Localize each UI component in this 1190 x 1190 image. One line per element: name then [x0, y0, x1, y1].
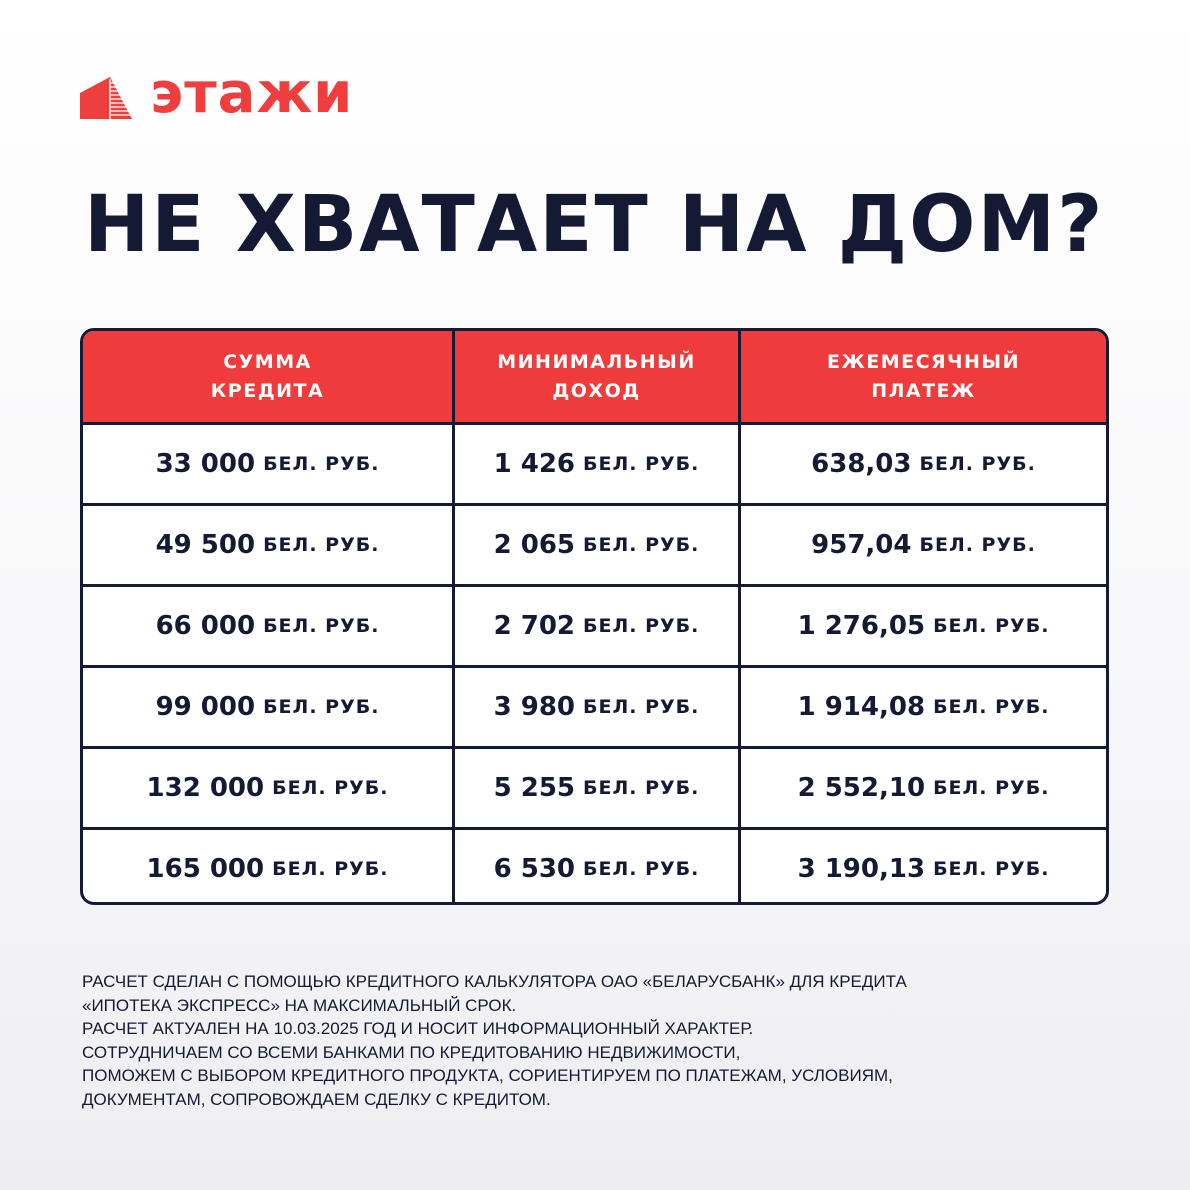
- currency-unit: БЕЛ. РУБ.: [263, 453, 380, 475]
- table-header: СУММА КРЕДИТА МИНИМАЛЬНЫЙ ДОХОД ЕЖЕМЕСЯЧ…: [83, 331, 1106, 422]
- monthly-payment-cell: 638,03 БЕЛ. РУБ.: [738, 425, 1106, 503]
- amount-value: 3 980: [493, 692, 576, 722]
- table-row: 66 000 БЕЛ. РУБ. 2 702 БЕЛ. РУБ. 1 276,05 БЕЛ…: [83, 584, 1106, 665]
- min-income-cell: 5 255 БЕЛ. РУБ.: [452, 749, 738, 827]
- currency-unit: БЕЛ. РУБ.: [919, 534, 1036, 556]
- footnote-line: РАСЧЕТ СДЕЛАН С ПОМОЩЬЮ КРЕДИТНОГО КАЛЬК…: [82, 972, 907, 991]
- header-loan-amount: СУММА КРЕДИТА: [210, 350, 325, 402]
- currency-unit: БЕЛ. РУБ.: [272, 858, 389, 880]
- monthly-payment-cell: 1 276,05 БЕЛ. РУБ.: [738, 587, 1106, 665]
- building-icon: [80, 77, 132, 119]
- header-min-income: МИНИМАЛЬНЫЙ ДОХОД: [452, 331, 738, 422]
- loan-amount-cell: 132 000 БЕЛ. РУБ.: [83, 749, 452, 827]
- min-income-cell: 1 426 БЕЛ. РУБ.: [452, 425, 738, 503]
- amount-value: 3 190,13: [797, 854, 926, 884]
- loan-table: СУММА КРЕДИТА МИНИМАЛЬНЫЙ ДОХОД ЕЖЕМЕСЯЧ…: [80, 328, 1109, 905]
- table-row: 165 000 БЕЛ. РУБ. 6 530 БЕЛ. РУБ. 3 190,13 БЕ…: [83, 827, 1106, 902]
- amount-value: 638,03: [811, 449, 912, 479]
- footnote-line: ДОКУМЕНТАМ, СОПРОВОЖДАЕМ СДЕЛКУ С КРЕДИТ…: [82, 1089, 551, 1109]
- header-monthly-payment: ЕЖЕМЕСЯЧНЫЙ ПЛАТЕЖ: [738, 331, 1106, 422]
- amount-value: 1 914,08: [797, 692, 926, 722]
- monthly-payment-cell: 1 914,08 БЕЛ. РУБ.: [738, 668, 1106, 746]
- footnote-line: РАСЧЕТ АКТУАЛЕН НА 10.03.2025 ГОД И НОСИ…: [82, 1019, 754, 1038]
- loan-amount-cell: 165 000 БЕЛ. РУБ.: [83, 830, 452, 902]
- currency-unit: БЕЛ. РУБ.: [933, 615, 1050, 637]
- footnote-line: СОТРУДНИЧАЕМ СО ВСЕМИ БАНКАМИ ПО КРЕДИТО…: [82, 1042, 741, 1062]
- page-title: НЕ ХВАТАЕТ НА ДОМ?: [84, 180, 1105, 270]
- footnote-line: «ИПОТЕКА ЭКСПРЕСС» НА МАКСИМАЛЬНЫЙ СРОК.: [82, 995, 517, 1015]
- footnote-line: ПОМОЖЕМ С ВЫБОРОМ КРЕДИТНОГО ПРОДУКТА, С…: [82, 1066, 893, 1085]
- currency-unit: БЕЛ. РУБ.: [583, 615, 700, 637]
- currency-unit: БЕЛ. РУБ.: [933, 696, 1050, 718]
- amount-value: 2 065: [493, 530, 576, 560]
- monthly-payment-cell: 957,04 БЕЛ. РУБ.: [738, 506, 1106, 584]
- currency-unit: БЕЛ. РУБ.: [263, 696, 380, 718]
- brand-logo: этажи: [80, 66, 353, 122]
- currency-unit: БЕЛ. РУБ.: [583, 777, 700, 799]
- loan-amount-cell: 33 000 БЕЛ. РУБ.: [83, 425, 452, 503]
- min-income-cell: 6 530 БЕЛ. РУБ.: [452, 830, 738, 902]
- currency-unit: БЕЛ. РУБ.: [933, 777, 1050, 799]
- currency-unit: БЕЛ. РУБ.: [272, 777, 389, 799]
- currency-unit: БЕЛ. РУБ.: [933, 858, 1050, 880]
- loan-amount-cell: 49 500 БЕЛ. РУБ.: [83, 506, 452, 584]
- loan-amount-cell: 66 000 БЕЛ. РУБ.: [83, 587, 452, 665]
- table-row: 132 000 БЕЛ. РУБ. 5 255 БЕЛ. РУБ. 2 552,10 БЕ…: [83, 746, 1106, 827]
- amount-value: 99 000: [155, 692, 256, 722]
- brand-name: этажи: [150, 61, 354, 126]
- min-income-cell: 2 702 БЕЛ. РУБ.: [452, 587, 738, 665]
- monthly-payment-cell: 2 552,10 БЕЛ. РУБ.: [738, 749, 1106, 827]
- amount-value: 2 702: [493, 611, 576, 641]
- amount-value: 49 500: [155, 530, 256, 560]
- currency-unit: БЕЛ. РУБ.: [919, 453, 1036, 475]
- amount-value: 132 000: [146, 773, 265, 803]
- table-row: 49 500 БЕЛ. РУБ. 2 065 БЕЛ. РУБ. 957,04 БЕЛ. …: [83, 503, 1106, 584]
- loan-amount-cell: 99 000 БЕЛ. РУБ.: [83, 668, 452, 746]
- currency-unit: БЕЛ. РУБ.: [583, 858, 700, 880]
- min-income-cell: 3 980 БЕЛ. РУБ.: [452, 668, 738, 746]
- min-income-cell: 2 065 БЕЛ. РУБ.: [452, 506, 738, 584]
- currency-unit: БЕЛ. РУБ.: [583, 696, 700, 718]
- amount-value: 33 000: [155, 449, 256, 479]
- amount-value: 5 255: [493, 773, 576, 803]
- table-row: 99 000 БЕЛ. РУБ. 3 980 БЕЛ. РУБ. 1 914,08 БЕЛ…: [83, 665, 1106, 746]
- currency-unit: БЕЛ. РУБ.: [583, 534, 700, 556]
- currency-unit: БЕЛ. РУБ.: [263, 534, 380, 556]
- amount-value: 6 530: [493, 854, 576, 884]
- currency-unit: БЕЛ. РУБ.: [263, 615, 380, 637]
- monthly-payment-cell: 3 190,13 БЕЛ. РУБ.: [738, 830, 1106, 902]
- footnote: РАСЧЕТ СДЕЛАН С ПОМОЩЬЮ КРЕДИТНОГО КАЛЬК…: [82, 970, 1122, 1111]
- table-row: 33 000 БЕЛ. РУБ. 1 426 БЕЛ. РУБ. 638,03 БЕЛ. …: [83, 422, 1106, 503]
- amount-value: 957,04: [811, 530, 912, 560]
- amount-value: 165 000: [146, 854, 265, 884]
- amount-value: 2 552,10: [797, 773, 926, 803]
- amount-value: 66 000: [155, 611, 256, 641]
- currency-unit: БЕЛ. РУБ.: [583, 453, 700, 475]
- amount-value: 1 276,05: [797, 611, 926, 641]
- amount-value: 1 426: [493, 449, 576, 479]
